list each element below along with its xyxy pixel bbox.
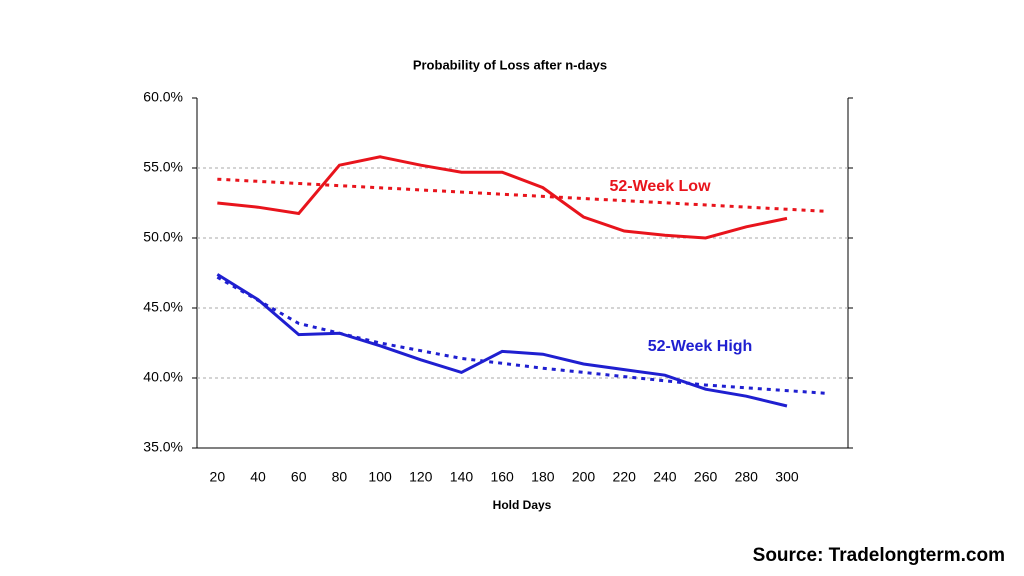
x-tick-label: 220 xyxy=(613,469,637,485)
series-label: 52-Week Low xyxy=(609,178,711,195)
x-tick-label: 240 xyxy=(653,469,677,485)
series-label: 52-Week High xyxy=(648,338,753,355)
source: Source: Tradelongterm.com xyxy=(753,545,1005,566)
x-tick-label: 180 xyxy=(531,469,555,485)
y-tick-label: 40.0% xyxy=(143,369,183,385)
x-tick-label: 80 xyxy=(332,469,348,485)
x-tick-label: 40 xyxy=(250,469,266,485)
x-tick-label: 60 xyxy=(291,469,307,485)
y-tick-label: 45.0% xyxy=(143,299,183,315)
y-tick-label: 35.0% xyxy=(143,439,183,455)
x-tick-label: 120 xyxy=(409,469,433,485)
series-line xyxy=(216,273,788,408)
x-tick-label: 300 xyxy=(775,469,799,485)
chart-title: Probability of Loss after n-days xyxy=(413,57,607,72)
y-tick-label: 55.0% xyxy=(143,159,183,175)
y-tick-label: 60.0% xyxy=(143,89,183,105)
x-tick-label: 280 xyxy=(735,469,759,485)
x-tick-label: 140 xyxy=(450,469,474,485)
x-axis-label: Hold Days xyxy=(493,498,552,512)
y-tick-label: 50.0% xyxy=(143,229,183,245)
series-line xyxy=(217,155,788,240)
x-tick-label: 20 xyxy=(210,469,226,485)
x-tick-label: 160 xyxy=(490,469,514,485)
x-tick-label: 260 xyxy=(694,469,718,485)
x-tick-label: 100 xyxy=(368,469,392,485)
trend-line xyxy=(217,177,828,213)
x-tick-label: 200 xyxy=(572,469,596,485)
